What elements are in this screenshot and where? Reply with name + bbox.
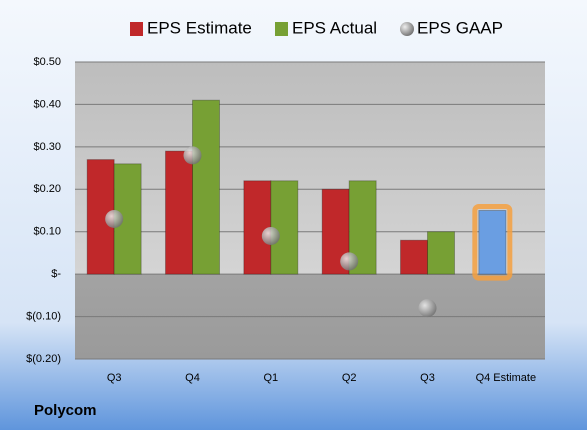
gaap-point (105, 209, 124, 228)
bar (478, 210, 507, 275)
y-tick-label: $0.30 (33, 141, 61, 153)
gaap-point (183, 146, 202, 165)
y-tick-label: $(0.20) (26, 353, 61, 365)
legend-swatch (130, 22, 143, 36)
gaap-point (418, 299, 437, 318)
y-tick-label: $(0.10) (26, 310, 61, 322)
y-tick-label: $0.10 (33, 226, 61, 238)
legend-swatch (275, 22, 288, 36)
plot-area-upper (75, 62, 545, 275)
legend-label: EPS GAAP (417, 18, 503, 37)
gaap-point (340, 252, 359, 271)
gaap-point (261, 226, 280, 245)
bar-glow (472, 204, 513, 281)
x-tick-label: Q3 (420, 372, 435, 384)
x-tick-label: Q1 (263, 372, 278, 384)
bar (192, 99, 220, 275)
x-tick-label: Q2 (342, 372, 357, 384)
y-tick-label: $- (51, 268, 61, 280)
bar (165, 150, 193, 275)
y-tick-label: $0.20 (33, 183, 61, 195)
y-tick-label: $0.50 (33, 56, 61, 68)
x-tick-label: Q4 Estimate (476, 372, 537, 384)
legend-swatch (400, 22, 414, 36)
x-tick-label: Q4 (185, 372, 200, 384)
legend-label: EPS Actual (292, 18, 377, 37)
x-tick-label: Q3 (107, 372, 122, 384)
footer: Polycom (34, 402, 97, 419)
legend-label: EPS Estimate (147, 18, 252, 37)
bar (427, 231, 455, 275)
bar (270, 180, 299, 275)
bar (400, 239, 428, 275)
y-tick-label: $0.40 (33, 98, 61, 110)
bar (243, 180, 272, 275)
